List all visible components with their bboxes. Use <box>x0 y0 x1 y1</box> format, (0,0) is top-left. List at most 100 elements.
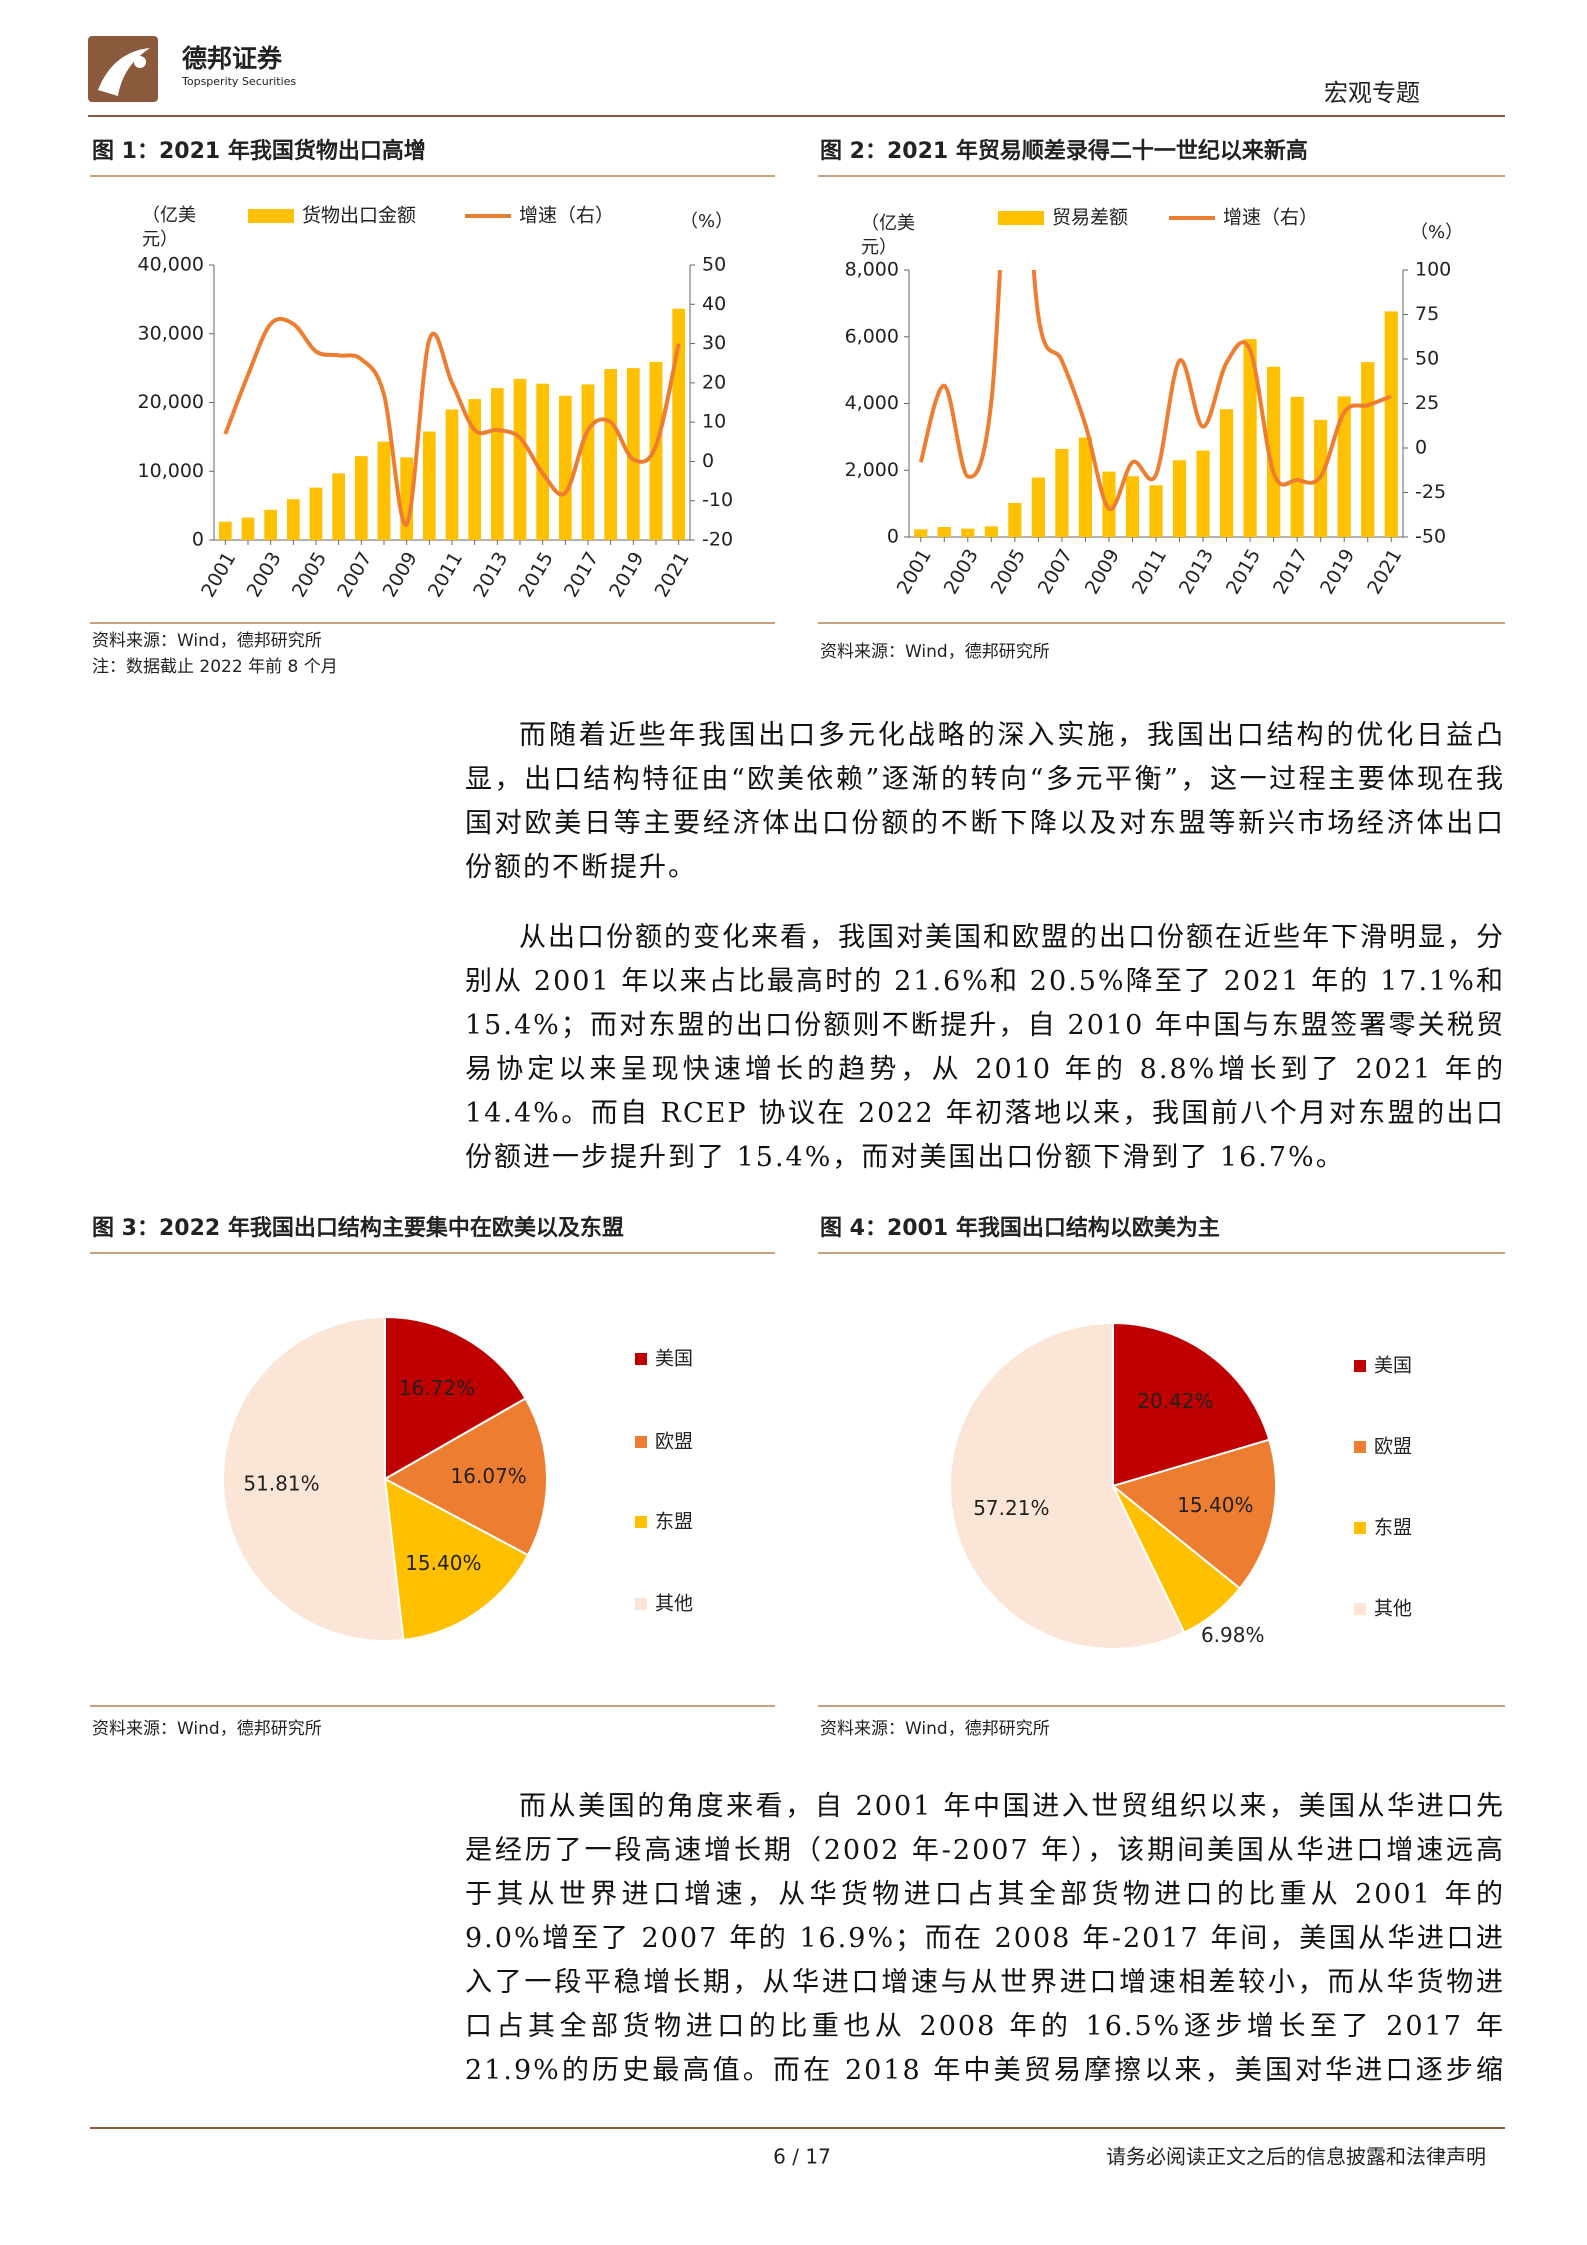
legend-label: 增速（右） <box>1223 207 1318 229</box>
x-tick-label: 2021 <box>651 548 694 601</box>
pie-slice <box>1110 1438 1277 1590</box>
x-tick-label: 2019 <box>605 548 648 601</box>
bar <box>445 409 459 540</box>
legend-label: 美国 <box>655 1348 693 1370</box>
page-number: 6 / 17 <box>773 2145 831 2169</box>
legend-swatch <box>1354 1522 1366 1534</box>
legend-swatch <box>248 209 294 223</box>
x-tick-label: 2001 <box>893 545 936 598</box>
bar <box>672 308 686 540</box>
bar <box>626 368 640 540</box>
y-tick-label: 30,000 <box>138 322 204 344</box>
bar <box>1384 311 1398 537</box>
figure-title: 图 4：2001 年我国出口结构以欧美为主 <box>820 1215 1220 1241</box>
pie-value-label: 57.21% <box>973 1496 1049 1520</box>
y2-tick-label: 25 <box>1415 392 1439 414</box>
x-tick-label: 2015 <box>1222 545 1265 598</box>
paragraph: 而随着近些年我国出口多元化战略的深入实施，我国出口结构的优化日益凸显，出口结构特… <box>465 720 1505 883</box>
legend-label: 东盟 <box>655 1511 693 1533</box>
y2-axis-label: （%） <box>680 211 733 232</box>
x-tick-label: 2011 <box>424 548 467 601</box>
y2-tick-label: 0 <box>702 450 714 472</box>
bar <box>309 487 323 540</box>
figure-title: 图 3：2022 年我国出口结构主要集中在欧美以及东盟 <box>92 1215 624 1241</box>
legend-swatch <box>1354 1441 1366 1453</box>
pie-slice <box>221 1315 405 1642</box>
pie-value-label: 15.40% <box>1177 1493 1253 1517</box>
figure-title: 图 1：2021 年我国货物出口高增 <box>92 138 426 164</box>
x-tick-label: 2021 <box>1363 545 1406 598</box>
bar <box>536 383 550 540</box>
pie-slice <box>1112 1321 1271 1488</box>
bar <box>1008 502 1022 537</box>
figure-source: 资料来源：Wind，德邦研究所 <box>820 642 1050 662</box>
x-tick-label: 2001 <box>197 548 240 601</box>
x-tick-label: 2011 <box>1128 545 1171 598</box>
bar <box>1361 362 1375 537</box>
y-tick-label: 2,000 <box>845 459 899 481</box>
y2-tick-label: -20 <box>702 529 733 551</box>
bar <box>286 499 300 540</box>
bar <box>218 521 232 540</box>
x-tick-label: 2007 <box>1034 545 1077 598</box>
bar <box>1267 366 1281 537</box>
y-tick-label: 10,000 <box>138 460 204 482</box>
disclaimer: 请务必阅读正文之后的信息披露和法律声明 <box>1106 2145 1486 2169</box>
bar <box>264 509 278 540</box>
legend-label: 欧盟 <box>655 1431 693 1453</box>
bar <box>513 378 527 540</box>
bar <box>1337 396 1351 537</box>
bar <box>604 369 618 540</box>
y2-tick-label: -50 <box>1415 526 1446 548</box>
y2-tick-label: 100 <box>1415 259 1451 281</box>
y2-tick-label: 10 <box>702 411 726 433</box>
line-series <box>223 316 681 527</box>
bar <box>1078 437 1093 537</box>
bar <box>1243 339 1257 537</box>
legend-label: 增速（右） <box>519 205 614 227</box>
y2-tick-label: 0 <box>1415 437 1427 459</box>
y-tick-label: 6,000 <box>845 325 899 347</box>
pie-slice <box>382 1397 548 1557</box>
x-tick-label: 2017 <box>1269 545 1312 598</box>
x-tick-label: 2019 <box>1316 545 1359 598</box>
y2-tick-label: 50 <box>702 254 726 276</box>
company-name: 德邦证券 <box>182 44 283 73</box>
pie-value-label: 51.81% <box>243 1471 319 1495</box>
pie-slice <box>384 1315 527 1481</box>
x-tick-label: 2017 <box>560 548 603 601</box>
y2-tick-label: -10 <box>702 489 733 511</box>
x-tick-label: 2003 <box>243 548 286 601</box>
paragraph: 从出口份额的变化来看，我国对美国和欧盟的出口份额在近些年下滑明显，分别从 200… <box>465 922 1505 1173</box>
figure-note: 注：数据截止 2022 年前 8 个月 <box>92 657 338 677</box>
x-tick-label: 2013 <box>1175 545 1218 598</box>
pie-value-label: 20.42% <box>1137 1389 1213 1413</box>
x-tick-label: 2003 <box>940 545 983 598</box>
bar <box>581 384 595 540</box>
x-tick-label: 2009 <box>1081 545 1124 598</box>
figure-source: 资料来源：Wind，德邦研究所 <box>820 1719 1050 1739</box>
bar <box>649 361 663 540</box>
pie-value-label: 16.72% <box>399 1376 475 1400</box>
y2-tick-label: 40 <box>702 293 726 315</box>
x-tick-label: 2015 <box>515 548 558 601</box>
figure-source: 资料来源：Wind，德邦研究所 <box>92 1719 322 1739</box>
x-tick-label: 2005 <box>288 548 331 601</box>
legend-label: 贸易差额 <box>1052 207 1128 229</box>
legend-swatch <box>1354 1360 1366 1372</box>
pie-value-label: 6.98% <box>1201 1623 1265 1647</box>
pie-slice <box>949 1321 1186 1650</box>
bar <box>422 431 436 540</box>
figure-title: 图 2：2021 年贸易顺差录得二十一世纪以来新高 <box>820 138 1308 164</box>
bar <box>1290 396 1304 537</box>
bar <box>1125 476 1140 537</box>
y2-tick-label: 30 <box>702 332 726 354</box>
figure-source: 资料来源：Wind，德邦研究所 <box>92 631 322 651</box>
bar <box>1196 450 1210 537</box>
bar <box>984 526 998 537</box>
y-tick-label: 40,000 <box>138 254 204 276</box>
y2-tick-label: -25 <box>1415 481 1446 503</box>
legend-swatch <box>635 1436 647 1448</box>
y2-tick-label: 75 <box>1415 303 1439 325</box>
